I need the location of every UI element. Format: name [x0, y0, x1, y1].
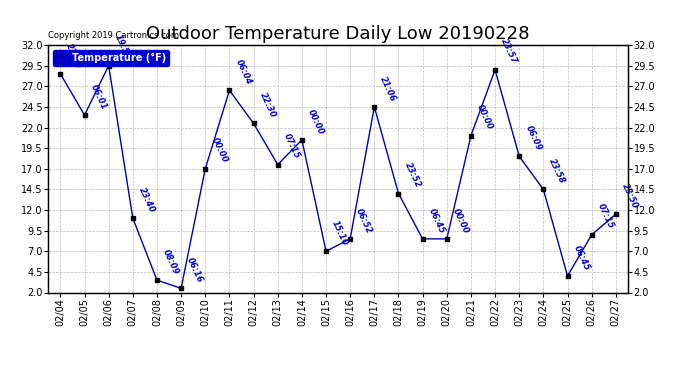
Text: 07:15: 07:15	[282, 132, 302, 160]
Text: 00:00: 00:00	[451, 207, 471, 235]
Title: Outdoor Temperature Daily Low 20190228: Outdoor Temperature Daily Low 20190228	[146, 26, 530, 44]
Text: 08:09: 08:09	[161, 248, 181, 276]
Text: 23:52: 23:52	[403, 161, 422, 189]
Text: 06:52: 06:52	[355, 207, 374, 235]
Text: 23:40: 23:40	[137, 186, 157, 214]
Text: 06:09: 06:09	[524, 124, 543, 152]
Text: 00:00: 00:00	[210, 136, 229, 165]
Text: 21:06: 21:06	[379, 75, 398, 103]
Text: 23:58: 23:58	[548, 157, 567, 185]
Legend: Temperature (°F): Temperature (°F)	[53, 50, 169, 66]
Text: 23:50: 23:50	[620, 182, 640, 210]
Text: 06:16: 06:16	[186, 256, 205, 284]
Text: 23:59: 23:59	[65, 42, 84, 70]
Text: 22:30: 22:30	[258, 91, 277, 119]
Text: 19:55: 19:55	[113, 33, 132, 62]
Text: 07:15: 07:15	[596, 202, 615, 231]
Text: 06:01: 06:01	[89, 83, 108, 111]
Text: 06:04: 06:04	[234, 58, 253, 86]
Text: Copyright 2019 Cartronics.com: Copyright 2019 Cartronics.com	[48, 31, 179, 40]
Text: 06:45: 06:45	[427, 207, 446, 235]
Text: 00:00: 00:00	[306, 108, 326, 136]
Text: 23:57: 23:57	[500, 38, 519, 66]
Text: 15:10: 15:10	[331, 219, 350, 247]
Text: 00:00: 00:00	[475, 104, 495, 132]
Text: 06:45: 06:45	[572, 244, 591, 272]
